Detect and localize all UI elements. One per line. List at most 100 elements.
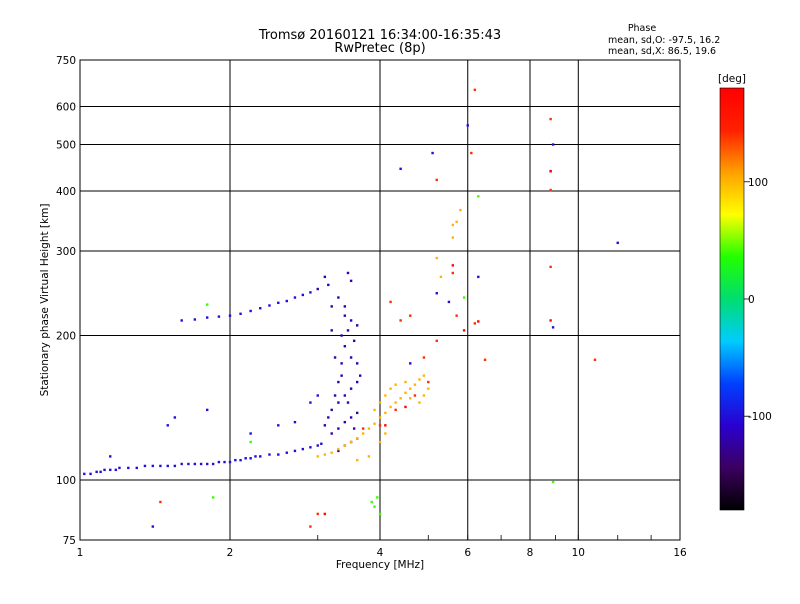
- data-point: [259, 455, 262, 458]
- data-point: [355, 324, 359, 327]
- data-point: [337, 380, 340, 384]
- data-point: [143, 464, 147, 468]
- data-point: [268, 304, 271, 307]
- data-point: [205, 408, 209, 412]
- data-point: [451, 236, 455, 239]
- data-point: [323, 275, 327, 279]
- data-point: [394, 383, 397, 386]
- data-point: [418, 401, 421, 404]
- data-point: [384, 424, 387, 427]
- x-tick-label: 1: [77, 547, 84, 559]
- data-point: [447, 300, 451, 304]
- data-point: [330, 305, 333, 308]
- x-tick-label: 10: [572, 547, 585, 559]
- data-point: [404, 405, 407, 409]
- data-point: [352, 427, 356, 430]
- data-point: [127, 466, 130, 470]
- data-point: [367, 455, 371, 458]
- data-point: [355, 362, 359, 365]
- data-point: [361, 432, 365, 435]
- data-point: [427, 387, 430, 390]
- y-tick-label: 200: [56, 331, 76, 343]
- data-point: [316, 455, 319, 458]
- data-point: [455, 314, 458, 317]
- y-tick-label: 75: [63, 535, 76, 547]
- data-point: [330, 329, 333, 332]
- data-point: [249, 457, 252, 460]
- data-point: [473, 88, 477, 92]
- data-point: [477, 320, 480, 323]
- data-point: [159, 464, 162, 468]
- data-point: [205, 462, 209, 466]
- data-point: [593, 358, 597, 362]
- data-point: [293, 296, 297, 299]
- data-point: [451, 223, 455, 227]
- data-point: [309, 446, 312, 449]
- data-point: [228, 460, 232, 464]
- colorbar-tick-label: -100: [748, 411, 772, 423]
- x-tick-label: 2: [227, 547, 234, 559]
- data-point: [343, 394, 347, 397]
- data-point: [343, 345, 347, 348]
- data-point: [378, 416, 382, 419]
- data-point: [549, 169, 552, 173]
- data-point: [349, 319, 353, 322]
- data-point: [435, 256, 438, 260]
- data-point: [337, 401, 340, 404]
- data-point: [293, 420, 297, 424]
- y-tick-label: 400: [56, 186, 76, 198]
- data-point: [343, 420, 347, 424]
- data-point: [151, 464, 155, 468]
- colorbar: [719, 87, 745, 511]
- data-point: [399, 167, 402, 171]
- data-point: [409, 397, 412, 400]
- data-point: [378, 512, 382, 516]
- data-point: [346, 401, 350, 404]
- data-point: [268, 453, 271, 456]
- data-point: [477, 275, 480, 279]
- data-point: [378, 401, 382, 404]
- data-point: [355, 380, 359, 384]
- x-tick-label: 16: [673, 547, 687, 559]
- data-point: [389, 387, 392, 390]
- data-point: [373, 505, 376, 508]
- data-point: [217, 315, 221, 318]
- data-point: [301, 293, 305, 297]
- data-point: [211, 496, 215, 499]
- data-point: [549, 265, 552, 269]
- data-point: [346, 271, 350, 275]
- data-point: [301, 447, 305, 451]
- data-point: [330, 408, 333, 412]
- data-point: [455, 220, 458, 224]
- data-point: [340, 374, 343, 377]
- data-point: [118, 466, 121, 470]
- data-point: [285, 299, 288, 303]
- colorbar-ticks: 100 0 -100: [744, 177, 772, 423]
- data-point: [285, 451, 288, 454]
- data-point: [346, 329, 350, 332]
- data-point: [337, 449, 340, 453]
- y-tick-label: 600: [56, 102, 76, 114]
- data-point: [422, 394, 426, 397]
- data-point: [340, 334, 343, 337]
- data-point: [259, 307, 262, 310]
- data-point: [343, 444, 347, 447]
- data-point: [103, 468, 106, 472]
- data-point: [187, 462, 190, 466]
- data-point: [462, 296, 466, 299]
- data-point: [211, 462, 215, 466]
- data-point: [234, 458, 237, 462]
- data-point: [389, 405, 392, 409]
- data-point: [223, 460, 226, 464]
- data-point: [361, 427, 365, 430]
- data-point: [616, 241, 619, 245]
- data-point: [180, 462, 183, 466]
- data-point: [422, 374, 426, 377]
- data-point: [173, 464, 177, 468]
- data-point: [89, 472, 92, 476]
- data-point: [431, 151, 434, 155]
- data-point: [549, 117, 552, 121]
- data-point: [435, 339, 438, 343]
- y-tick-label: 100: [56, 475, 76, 487]
- data-point: [358, 374, 362, 377]
